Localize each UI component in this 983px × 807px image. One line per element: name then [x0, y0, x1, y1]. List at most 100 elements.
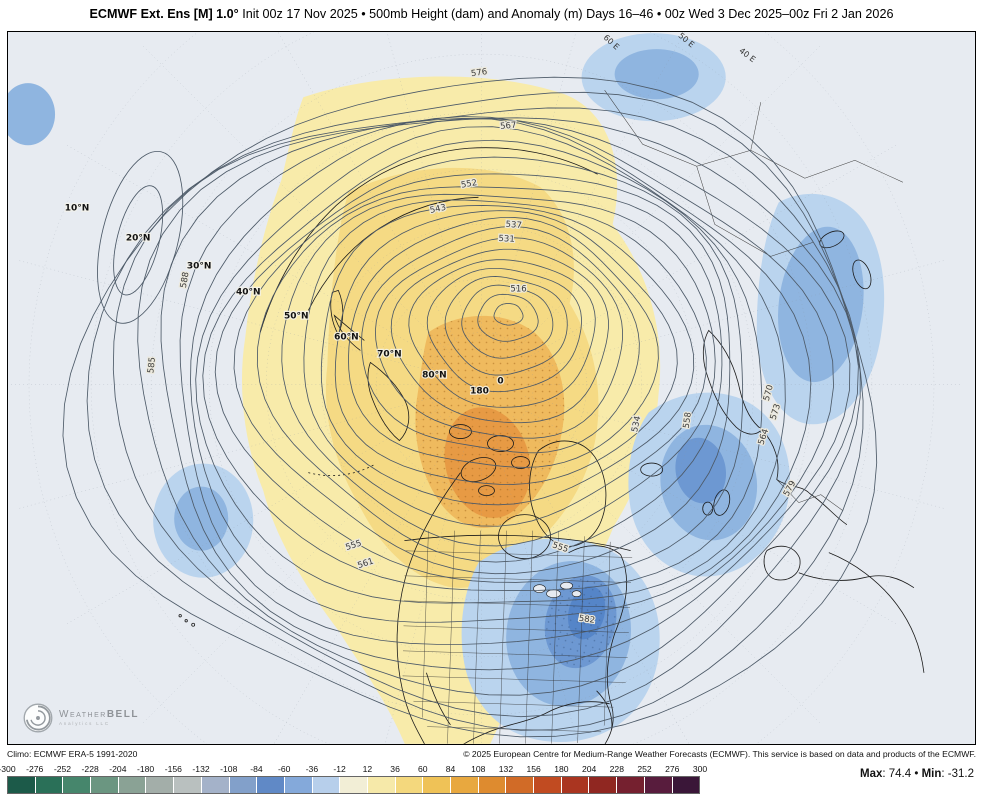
- latitude-circle: [321, 224, 642, 545]
- height-contour: [444, 276, 568, 376]
- state-border: [402, 650, 633, 659]
- us-state-borders: [402, 530, 633, 744]
- height-contour: [461, 284, 554, 359]
- min-value: -31.2: [947, 768, 974, 780]
- height-contour: [62, 76, 878, 738]
- meridian-line: [17, 259, 439, 374]
- height-contour: [303, 199, 707, 527]
- height-contour: [195, 126, 786, 604]
- height-contour: [493, 303, 524, 326]
- height-contour: [426, 267, 582, 393]
- colorbar-segment: [367, 777, 395, 793]
- meridian-line: [520, 144, 898, 363]
- contour-label: 534: [630, 415, 643, 433]
- colorbar-tick-label: -180: [136, 764, 155, 774]
- cool-anomaly-atlantic-core: [675, 437, 727, 504]
- colorbar-segment: [534, 777, 561, 793]
- cool-anomaly-east-core: [778, 226, 864, 383]
- colorbar-segment: [118, 777, 146, 793]
- contour-label: 516: [510, 284, 526, 294]
- colorbar-tick-label: 180: [554, 764, 569, 774]
- height-contour: [190, 118, 812, 623]
- height-contour: [202, 139, 763, 592]
- height-contour: [137, 117, 859, 696]
- colorbar-segment: [8, 777, 35, 793]
- colorbar-tick-label: 60: [418, 764, 428, 774]
- contour-label: 558: [682, 412, 694, 429]
- latitude-label: 60°N: [334, 332, 359, 342]
- latitude-label: 80°N: [422, 370, 447, 380]
- contour-label: 588: [179, 271, 192, 289]
- latitude-label: 0: [497, 376, 503, 386]
- closed-high-contour-inner: [113, 185, 164, 296]
- colorbar-segment: [644, 777, 672, 793]
- meridian-line: [277, 32, 460, 346]
- state-border: [402, 550, 633, 558]
- colorbar-tick-label: -84: [250, 764, 263, 774]
- height-contours: [62, 76, 878, 738]
- colorbar-tick-label: 228: [609, 764, 624, 774]
- colorbar-segment: [201, 777, 229, 793]
- latitude-circle: [266, 169, 697, 600]
- latitude-label: 40°N: [236, 287, 261, 297]
- colorbar-tick-label: 36: [390, 764, 400, 774]
- colorbar-segment: [63, 777, 91, 793]
- contour-label: 537: [505, 220, 522, 231]
- meridian-line: [65, 144, 443, 363]
- height-contour: [214, 156, 744, 583]
- cool-anomaly-corner: [8, 83, 56, 146]
- meridian-line: [503, 32, 686, 346]
- state-border: [473, 530, 481, 744]
- meridian-line: [520, 406, 898, 625]
- contour-label: 543: [429, 203, 447, 216]
- colorbar-segment: [617, 777, 644, 793]
- height-contour: [334, 210, 678, 485]
- state-border: [577, 530, 585, 744]
- colorbar-segment: [506, 777, 534, 793]
- height-contour: [477, 293, 539, 342]
- height-contour: [256, 186, 723, 563]
- maxmin-readout: Max: 74.4 • Min: -31.2: [860, 768, 974, 780]
- title-details: Init 00z 17 Nov 2025 • 500mb Height (dam…: [238, 7, 894, 21]
- colorbar-tick-label: 156: [526, 764, 541, 774]
- latitude-label: 50°N: [284, 311, 309, 321]
- colorbar-segment: [229, 777, 257, 793]
- colorbar-segment: [146, 777, 174, 793]
- colorbar-segment: [174, 777, 201, 793]
- min-label: Min: [921, 768, 942, 780]
- meridian-line: [492, 427, 578, 744]
- contour-label: 531: [498, 234, 515, 245]
- colorbar-tick-label: -300: [0, 764, 16, 774]
- height-contour: [390, 248, 609, 424]
- contour-label: 576: [470, 67, 487, 79]
- colorbar-tick-labels: -300 -276 -252 -228 -204 -180 -156 -132 -108 -84 -…: [0, 764, 707, 776]
- state-border: [603, 530, 611, 744]
- height-contour: [348, 216, 659, 468]
- height-contour: [86, 91, 864, 731]
- colorbar-tick-label: 132: [498, 764, 514, 774]
- state-border: [402, 575, 633, 583]
- colorbar-area: -300 -276 -252 -228 -204 -180 -156 -132 -108 -84 -…: [0, 764, 707, 794]
- colorbar-segment: [451, 777, 478, 793]
- map-frame: 576 567 552 543 537 531 516 534 558 564 570 573 579 5…: [7, 31, 976, 745]
- latitude-label: 20°N: [126, 233, 151, 243]
- contour-label: 582: [578, 614, 595, 626]
- weatherbell-wordmark: WeatherBELL: [59, 708, 139, 720]
- colorbar-tick-label: -276: [26, 764, 44, 774]
- meridian-line: [386, 32, 471, 342]
- height-contour: [281, 193, 716, 547]
- latitude-label: 70°N: [377, 349, 402, 359]
- height-contour: [233, 173, 731, 575]
- contour-label: 567: [500, 121, 517, 132]
- colorbar-tick-label: 252: [637, 764, 652, 774]
- height-contour: [408, 259, 596, 408]
- colorbar-segment: [672, 777, 700, 793]
- meridian-line: [513, 416, 822, 725]
- height-contour: [320, 204, 695, 506]
- colorbar-segment: [257, 777, 284, 793]
- max-label: Max: [860, 768, 883, 780]
- cool-anomaly-us-stipple: [544, 575, 617, 669]
- max-value: 74.4: [888, 768, 912, 780]
